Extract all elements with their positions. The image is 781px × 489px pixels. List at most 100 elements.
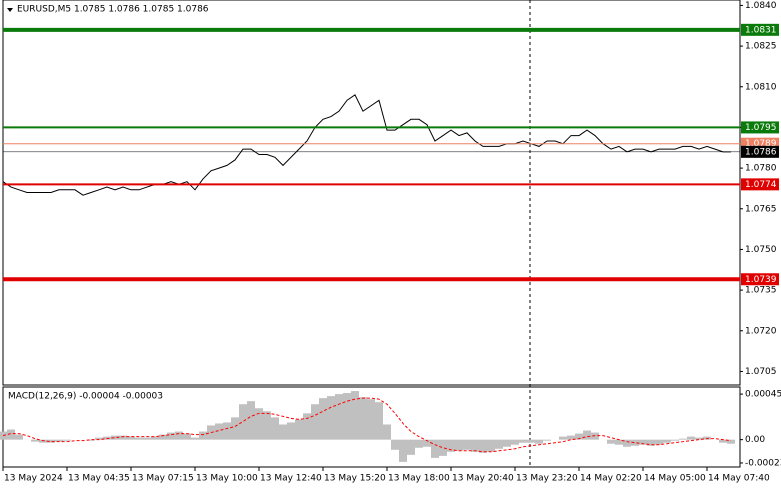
level-label-bg [741,178,779,191]
y-tick-label: -0.00023 [745,458,781,468]
level-label: 1.0795 [745,123,777,133]
macd-bar [343,393,351,440]
x-tick-label: 13 May 2024 [4,474,63,484]
level-label: 1.0774 [745,180,777,190]
y-tick-label: 0.00045 [745,390,781,400]
macd-bar [415,439,423,448]
macd-bar [119,435,127,440]
macd-bar [671,439,679,441]
macd-bar [719,439,727,443]
macd-bar [487,439,495,452]
macd-bar [143,437,151,440]
macd-bar [239,404,247,440]
macd-bar [247,401,255,440]
level-label-bg [741,121,779,134]
macd-bar [215,423,223,440]
macd-bar [679,438,687,440]
x-tick-label: 13 May 07:15 [132,474,194,484]
macd-bar [311,404,319,440]
y-tick-label: 1.0765 [745,204,777,214]
macd-bar [135,437,143,440]
level-label-bg [741,145,779,158]
macd-bar [263,411,271,440]
price-line [2,94,731,196]
macd-bar [559,436,567,440]
macd-bar [55,439,63,442]
x-tick-label: 13 May 15:20 [324,474,386,484]
macd-bar [351,391,359,440]
macd-bar [151,436,159,440]
y-tick-label: 0.00 [745,435,765,445]
macd-bar [375,402,383,440]
macd-bar [591,432,599,440]
macd-bar [7,429,15,440]
macd-bar [175,431,183,440]
macd-bar [455,439,463,451]
macd-bar [615,439,623,445]
x-tick-label: 13 May 10:00 [196,474,258,484]
macd-bar [703,436,711,440]
macd-bar [63,439,71,441]
macd-bar [471,439,479,452]
macd-bar [39,439,47,443]
level-label: 1.0739 [745,275,777,285]
x-tick-label: 14 May 07:40 [708,474,770,484]
macd-bar [583,430,591,440]
macd-bar [511,439,519,445]
macd-bar [431,439,439,458]
macd-bar [439,439,447,456]
signal-line [2,397,732,453]
macd-bar [527,439,535,443]
macd-bar [183,433,191,440]
y-tick-label: 1.0735 [745,286,777,296]
macd-bar [655,439,663,445]
macd-bar [103,436,111,440]
x-tick-label: 14 May 02:20 [580,474,642,484]
x-tick-label: 13 May 23:20 [516,474,578,484]
x-tick-label: 13 May 18:00 [388,474,450,484]
macd-bar [15,434,23,440]
macd-bar [383,424,391,440]
macd-panel-frame [2,386,741,468]
macd-bar [111,435,119,440]
macd-bar [31,439,39,442]
macd-bar [479,439,487,453]
macd-bar [639,439,647,445]
y-tick-label: 1.0810 [745,82,777,92]
y-tick-label: 1.0840 [745,1,777,11]
macd-bar [727,439,735,444]
panel-title: MACD(12,26,9) -0.00004 -0.00003 [8,392,163,402]
macd-bar [575,433,583,440]
price-panel-frame [2,0,741,386]
macd-bar [319,398,327,440]
macd-bar [359,397,367,440]
macd-bar [335,394,343,440]
y-tick-label: 1.0780 [745,164,777,174]
macd-bar [423,439,431,447]
level-label: 1.0789 [745,139,777,149]
macd-bar [287,422,295,440]
macd-bar [295,419,303,440]
macd-bar [447,439,455,452]
macd-bar [463,439,471,450]
macd-bar [47,439,55,443]
symbol-menu-icon[interactable] [7,8,13,12]
macd-bar [647,439,655,446]
macd-bar [407,439,415,455]
macd-bar [191,437,199,440]
macd-bar [271,417,279,440]
macd-bar [95,437,103,440]
x-tick-label: 14 May 05:00 [644,474,706,484]
y-tick-label: 1.0705 [745,367,777,377]
macd-bar [631,439,639,446]
macd-bar [623,439,631,447]
macd-bar [567,435,575,440]
macd-bar [327,396,335,440]
macd-bar [503,439,511,447]
macd-bar [663,439,671,443]
macd-bar [279,424,287,440]
macd-bar [687,436,695,440]
macd-bar [303,413,311,440]
y-tick-label: 1.0720 [745,326,777,336]
y-tick-label: 1.0825 [745,42,777,52]
